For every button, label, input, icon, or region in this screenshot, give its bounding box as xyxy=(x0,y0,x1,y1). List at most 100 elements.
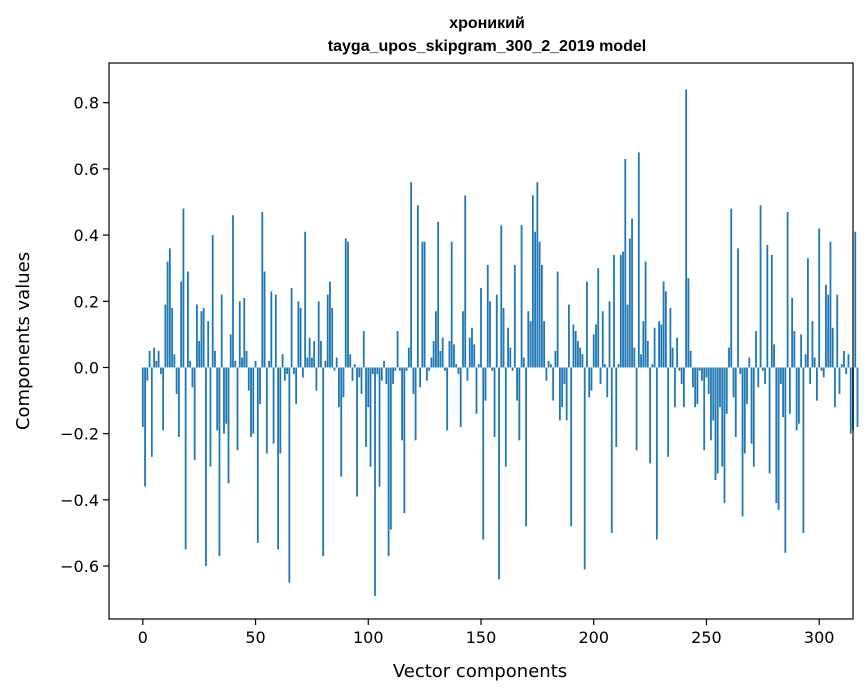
bar xyxy=(214,350,216,368)
bar xyxy=(209,367,212,467)
bar xyxy=(392,367,394,385)
bar xyxy=(486,264,489,368)
y-tick-label: 0.0 xyxy=(74,358,99,377)
bar xyxy=(324,360,327,368)
x-tick-label: 250 xyxy=(691,628,722,647)
x-tick-label: 0 xyxy=(138,628,148,647)
bar xyxy=(453,344,455,368)
bar xyxy=(241,357,243,368)
bar xyxy=(428,367,431,371)
bar xyxy=(847,354,850,368)
bar xyxy=(854,231,857,368)
bar xyxy=(664,291,667,368)
bar xyxy=(809,367,812,385)
bar xyxy=(189,360,192,368)
y-tick-label: −0.6 xyxy=(60,557,99,576)
bar xyxy=(788,367,791,414)
bar xyxy=(773,344,775,368)
bar xyxy=(259,367,261,404)
bar xyxy=(362,331,365,368)
bar xyxy=(202,307,205,368)
bar xyxy=(752,367,755,467)
bar xyxy=(725,367,728,414)
bar xyxy=(155,360,158,368)
bar xyxy=(766,245,769,368)
bar xyxy=(619,254,622,368)
bar xyxy=(315,367,318,391)
bar xyxy=(351,367,354,381)
bar xyxy=(313,341,316,368)
bar xyxy=(234,360,237,368)
bar xyxy=(631,218,633,368)
bar xyxy=(421,241,424,368)
bar xyxy=(232,215,234,368)
bar xyxy=(608,301,611,368)
bar xyxy=(455,364,458,368)
y-tick-label: 0.8 xyxy=(74,94,99,113)
bar xyxy=(516,367,518,401)
bar xyxy=(150,367,153,457)
bar xyxy=(245,350,248,368)
bar xyxy=(444,367,446,371)
bar xyxy=(669,307,672,368)
bar xyxy=(211,235,214,368)
bar xyxy=(304,231,307,368)
bar xyxy=(450,241,453,368)
bar xyxy=(791,297,794,368)
bar xyxy=(554,350,557,368)
bar xyxy=(317,301,320,368)
bar xyxy=(369,367,372,467)
bar xyxy=(574,331,577,368)
bar xyxy=(547,360,550,368)
bar xyxy=(513,264,516,368)
bar xyxy=(473,344,476,368)
bar xyxy=(529,321,532,368)
bar xyxy=(349,354,352,368)
bar xyxy=(184,367,187,550)
bar xyxy=(755,331,757,368)
bar xyxy=(849,367,852,434)
bar xyxy=(412,367,415,394)
bar xyxy=(504,367,507,467)
bar xyxy=(493,367,496,437)
bar xyxy=(403,367,406,514)
bar xyxy=(748,357,751,368)
bar xyxy=(581,354,584,368)
bar xyxy=(358,367,361,378)
bar xyxy=(401,367,403,441)
bar xyxy=(471,327,473,368)
bar xyxy=(640,354,642,368)
bar xyxy=(218,367,221,557)
bar xyxy=(498,367,500,580)
bar xyxy=(396,331,399,368)
bar xyxy=(207,321,210,368)
bar xyxy=(243,297,246,368)
bar xyxy=(171,307,174,368)
bar xyxy=(644,261,647,368)
bar xyxy=(698,367,701,371)
chart-title: хроникий xyxy=(449,15,525,32)
bar xyxy=(229,334,232,368)
y-axis-label: Components values xyxy=(13,252,34,430)
bar xyxy=(144,367,146,487)
bar xyxy=(193,367,196,461)
bar xyxy=(563,367,566,385)
bar xyxy=(191,367,194,388)
bar xyxy=(220,294,223,368)
bar xyxy=(353,364,356,368)
bar xyxy=(238,301,241,368)
bar xyxy=(741,367,744,517)
bar xyxy=(732,367,735,398)
bar xyxy=(356,367,358,497)
bar xyxy=(502,307,505,368)
bar xyxy=(378,367,381,487)
bar xyxy=(545,367,548,381)
bar xyxy=(511,367,514,371)
y-tick-label: 0.4 xyxy=(74,226,99,245)
bar xyxy=(333,367,336,371)
bar xyxy=(306,357,309,368)
bar xyxy=(272,367,275,444)
bar xyxy=(423,241,426,368)
bar xyxy=(274,294,277,368)
